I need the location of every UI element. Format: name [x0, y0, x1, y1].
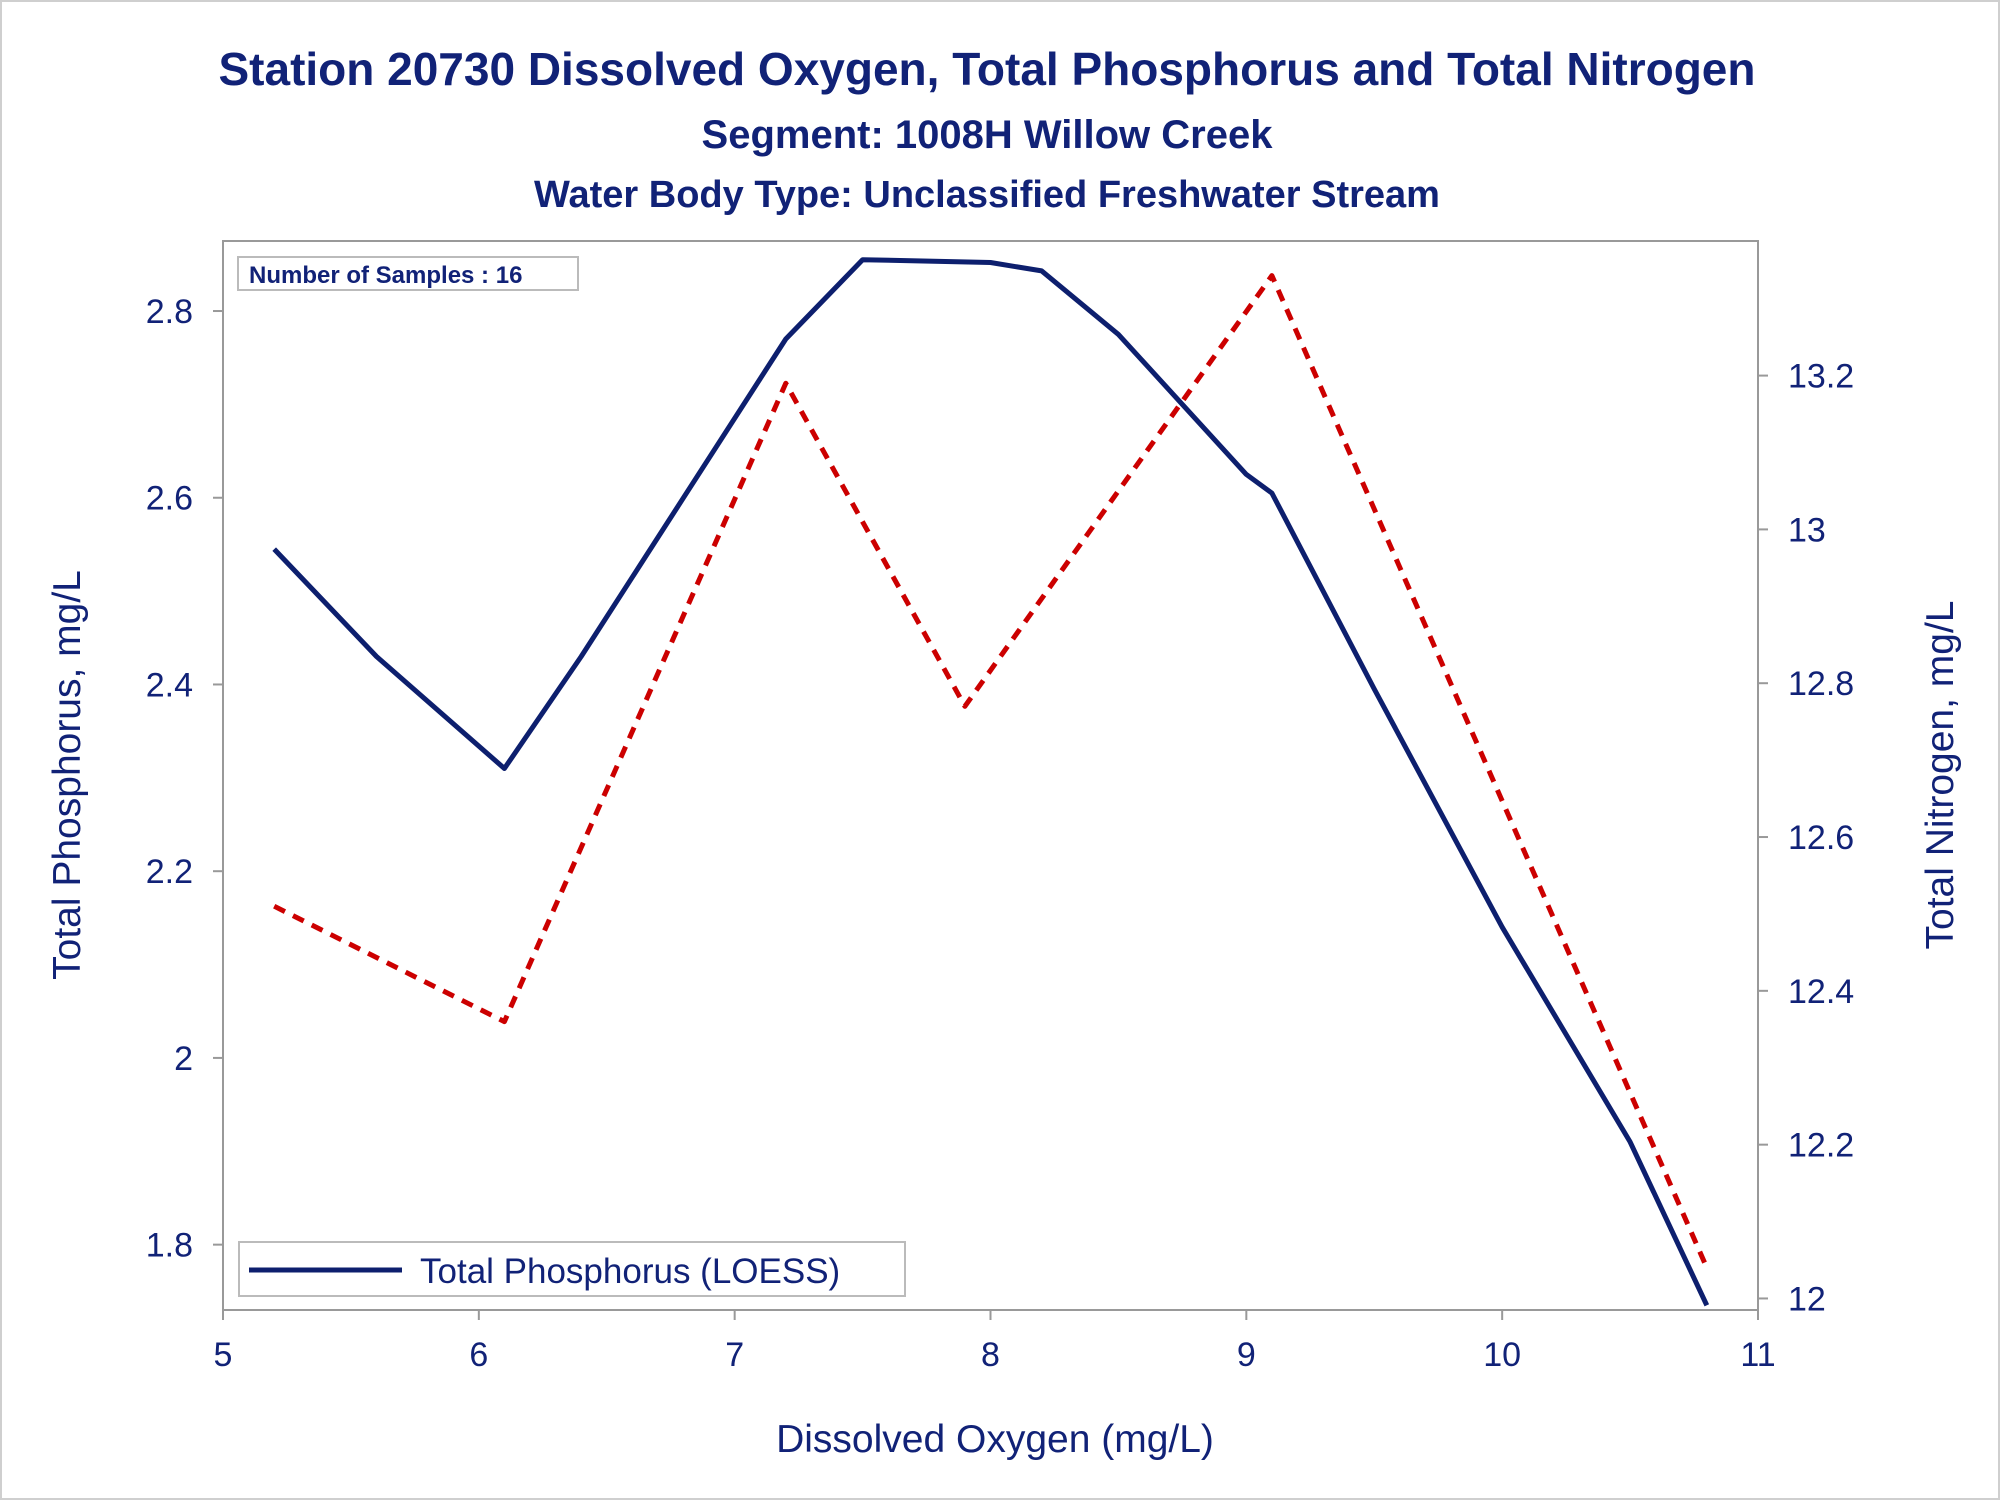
series-line-nitrogen	[273, 273, 1710, 1269]
y-right-tick-label: 12.2	[1788, 1127, 1854, 1165]
legend: Total Phosphorus (LOESS)	[238, 1241, 906, 1297]
x-tick-label: 5	[214, 1336, 233, 1374]
y-left-tick-label: 2.6	[146, 480, 193, 518]
y-right-tick-label: 13.2	[1788, 358, 1854, 396]
y-right-tick-label: 12.6	[1788, 819, 1854, 857]
x-tick-label: 11	[1740, 1336, 1775, 1374]
x-axis-label: Dissolved Oxygen (mg/L)	[776, 1418, 1214, 1461]
y-right-tick-label: 12	[1788, 1280, 1826, 1318]
x-axis: 5 6 7 8 9 10 11	[214, 1310, 1776, 1374]
series-line-phosphorus	[272, 257, 1710, 1307]
chart-subtitle: Segment: 1008H Willow Creek	[702, 113, 1274, 157]
y-axis-right: 12 12.2 12.4 12.6 12.8 13 13.2	[1758, 358, 1854, 1318]
chart-subtitle-2: Water Body Type: Unclassified Freshwater…	[534, 174, 1440, 216]
plot-area	[222, 240, 1759, 1311]
chart-title: Station 20730 Dissolved Oxygen, Total Ph…	[218, 43, 1755, 95]
sample-count-frame	[237, 256, 579, 291]
x-tick-label: 7	[725, 1336, 744, 1374]
x-tick-label: 9	[1237, 1336, 1256, 1374]
y-axis-left-label: Total Phosphorus, mg/L	[46, 570, 89, 980]
y-axis-right-label: Total Nitrogen, mg/L	[1919, 600, 1962, 949]
y-left-tick-label: 2.4	[146, 666, 193, 704]
y-right-tick-label: 12.4	[1788, 973, 1854, 1011]
y-right-tick-label: 12.8	[1788, 665, 1854, 703]
y-left-tick-label: 2.8	[146, 293, 193, 331]
legend-label-phosphorus: Total Phosphorus (LOESS)	[420, 1252, 840, 1291]
y-left-tick-label: 2	[174, 1040, 193, 1078]
y-left-tick-label: 2.2	[146, 853, 193, 891]
x-tick-label: 8	[981, 1336, 1000, 1374]
y-left-tick-label: 1.8	[146, 1227, 193, 1265]
y-axis-left: 1.8 2 2.2 2.4 2.6 2.8	[146, 293, 223, 1265]
y-right-tick-label: 13	[1788, 511, 1826, 549]
series-layer	[272, 257, 1710, 1307]
sample-count-label: Number of Samples : 16	[249, 262, 522, 289]
x-tick-label: 10	[1483, 1336, 1521, 1374]
x-tick-label: 6	[469, 1336, 488, 1374]
sample-count-box: Number of Samples : 16	[237, 256, 579, 291]
